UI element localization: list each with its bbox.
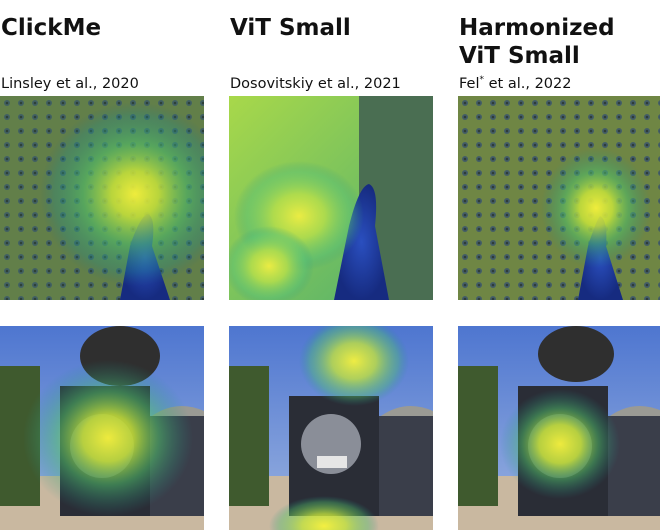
column-clickme: ClickMe Linsley et al., 2020 — [0, 0, 205, 530]
citation-rest: et al., 2022 — [484, 76, 572, 92]
train-clickme-heatmap — [0, 326, 204, 530]
title-line: ViT Small — [230, 15, 351, 41]
title-line: ViT Small — [459, 43, 580, 69]
column-title: Harmonized ViT Small — [459, 14, 660, 70]
peacock-vit-heatmap — [229, 96, 433, 300]
title-line: ClickMe — [1, 15, 102, 41]
citation-author: Fel — [459, 76, 480, 92]
column-vit-small: ViT Small Dosovitskiy et al., 2021 — [229, 0, 434, 530]
citation: Fel* et al., 2022 — [459, 75, 660, 93]
train-vit-heatmap — [229, 326, 433, 530]
peacock-harmonized-heatmap — [458, 96, 660, 300]
train-harmonized-heatmap — [458, 326, 660, 530]
citation: Linsley et al., 2020 — [1, 76, 139, 92]
column-title: ViT Small — [230, 14, 434, 42]
column-title: ClickMe — [1, 14, 205, 42]
column-harmonized-vit-small: Harmonized ViT Small Fel* et al., 2022 — [458, 0, 660, 530]
title-line: Harmonized — [459, 15, 615, 41]
citation-asterisk: * — [479, 75, 485, 85]
citation: Dosovitskiy et al., 2021 — [230, 76, 401, 92]
peacock-clickme-heatmap — [0, 96, 204, 300]
